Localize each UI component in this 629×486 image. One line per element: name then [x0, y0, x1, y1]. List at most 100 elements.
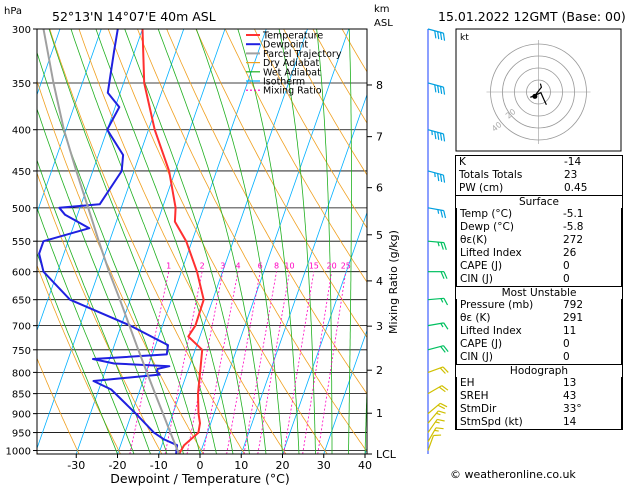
wet-adiabat [37, 206, 135, 454]
isotherm-line [323, 329, 367, 454]
stats-row: PW (cm) 0.45 [456, 182, 622, 195]
wind-barb [427, 385, 449, 395]
stats-row: SREH 43 [457, 390, 622, 403]
stats-row: Dewp (°C) -5.8 [457, 221, 622, 234]
mixing-ratio-line [317, 271, 347, 454]
mixing-ratio-line [129, 271, 170, 454]
stats-value: 11 [563, 325, 577, 337]
stats-label: StmDir [460, 403, 497, 415]
dry-adiabat [166, 29, 367, 395]
isotherm-line [240, 93, 367, 454]
stats-value: 291 [563, 312, 584, 324]
mixing-ratio-line [257, 271, 290, 454]
wet-adiabat [37, 159, 151, 454]
stats-row: Lifted Index 26 [457, 247, 622, 260]
dry-adiabat [224, 29, 367, 283]
stats-row: θε(K) 272 [457, 234, 622, 247]
km-tick-label: 3 [376, 320, 383, 333]
stats-row: Pressure (mb) 792 [457, 299, 622, 312]
pressure-tick-label: 800 [12, 368, 31, 379]
legend-entry: Dewpoint [263, 40, 308, 51]
mixing-ratio-label: 8 [274, 262, 279, 271]
pressure-tick-label: 700 [12, 322, 31, 333]
km-tick-label: 2 [376, 364, 383, 377]
temperature-curve [141, 29, 205, 454]
wet-adiabat [348, 29, 352, 454]
km-tick-label: 4 [376, 275, 383, 288]
stats-panel: K -14 Totals Totals 23 PW (cm) 0.45 Surface T… [455, 155, 623, 430]
wet-adiabat [70, 29, 217, 454]
mixing-ratio-line [226, 271, 261, 454]
dry-adiabat [78, 29, 287, 454]
dry-adiabat [37, 357, 80, 454]
isotherm-line [37, 29, 143, 332]
hodograph-trace [530, 83, 547, 105]
temp-tick-label: 0 [197, 459, 204, 472]
stats-row: EH 13 [457, 377, 622, 390]
stats-label: StmSpd (kt) [460, 416, 523, 428]
x-axis-label: Dewpoint / Temperature (°C) [110, 471, 289, 486]
stats-row: θε (K) 291 [457, 312, 622, 325]
storm-motion-marker [532, 93, 538, 99]
stats-row: StmDir 33° [457, 403, 622, 416]
wet-adiabat [237, 29, 300, 454]
stats-value: -5.1 [563, 208, 584, 220]
dry-adiabat [254, 29, 367, 229]
wet-adiabat [278, 29, 316, 454]
legend-entry: Parcel Trajectory [263, 49, 342, 60]
mixing-ratio-line [202, 271, 239, 454]
stats-label: EH [460, 377, 475, 389]
asl-label: ASL [374, 18, 393, 29]
wet-adiabat [195, 29, 283, 454]
stats-value: 792 [563, 299, 584, 311]
pressure-tick-label: 1000 [6, 447, 31, 458]
stats-row: CAPE (J) 0 [457, 338, 622, 351]
dry-adiabat [49, 29, 245, 454]
hodograph-title: Hodograph [456, 364, 622, 377]
hodograph-unit-label: kt [460, 33, 469, 43]
stats-value: 0 [563, 273, 570, 285]
wet-adiabat [124, 29, 250, 454]
stats-row: K -14 [456, 156, 622, 169]
wet-adiabat [157, 29, 267, 454]
stats-value: 0 [563, 260, 570, 272]
legend-entry: Mixing Ratio [263, 86, 322, 97]
wet-adiabat [37, 251, 118, 454]
stats-label: Pressure (mb) [460, 299, 534, 311]
mixing-ratio-line [283, 271, 315, 454]
copyright-notice: © weatheronline.co.uk [450, 468, 576, 481]
stats-value: -5.8 [563, 221, 584, 233]
hpa-label: hPa [4, 6, 22, 17]
temp-tick-label: -20 [109, 459, 127, 472]
stats-label: Dewp (°C) [460, 221, 514, 233]
dry-adiabat [37, 79, 204, 454]
dry-adiabat [195, 29, 367, 339]
wind-barb [427, 322, 449, 330]
mixing-ratio-label: 2 [200, 262, 205, 271]
mixing-ratio-label: 10 [284, 262, 294, 271]
temp-tick-label: 20 [276, 459, 290, 472]
stats-value: 26 [563, 247, 577, 259]
wind-barb [427, 366, 449, 374]
stats-value: 0 [563, 351, 570, 363]
wet-adiabat [48, 29, 201, 454]
mixing-ratio-label: 6 [258, 262, 263, 271]
stats-label: CAPE (J) [460, 338, 503, 350]
isotherm-line [282, 211, 367, 454]
wind-barb [427, 345, 449, 353]
mixing-ratio-label: 1 [166, 262, 171, 271]
stats-label: CAPE (J) [460, 260, 503, 272]
mixing-ratio-axis-label: Mixing Ratio (g/kg) [387, 230, 400, 334]
stats-label: θε(K) [460, 234, 488, 246]
isotherm-line [117, 29, 267, 454]
stats-value: 14 [563, 416, 577, 428]
wind-barb [427, 427, 444, 442]
dry-adiabat [107, 29, 328, 454]
pressure-tick-label: 600 [12, 268, 31, 279]
wind-barb [427, 207, 447, 219]
stats-row: Totals Totals 23 [456, 169, 622, 182]
stats-value: 23 [564, 169, 578, 181]
isotherm-line [199, 29, 350, 454]
